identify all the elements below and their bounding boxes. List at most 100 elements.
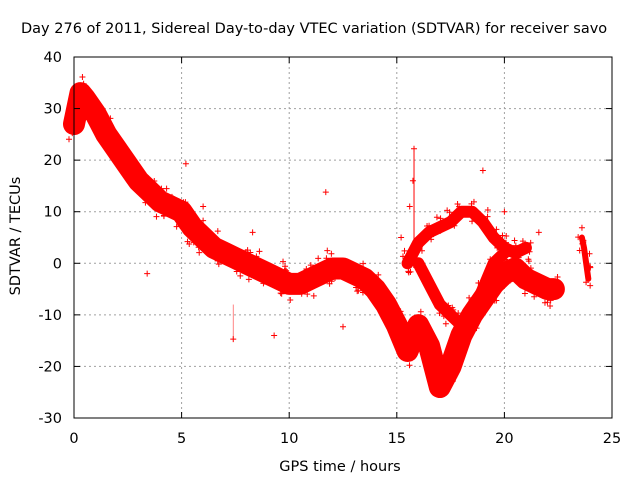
data-point xyxy=(449,378,456,385)
data-point xyxy=(359,289,366,296)
data-point xyxy=(433,214,440,221)
x-tick-label: 10 xyxy=(280,431,298,447)
data-point xyxy=(462,329,469,336)
data-point xyxy=(462,311,469,318)
data-point xyxy=(423,332,430,339)
data-point xyxy=(80,80,87,87)
data-point xyxy=(102,120,109,127)
data-point xyxy=(123,163,130,170)
data-point xyxy=(304,291,311,298)
data-point xyxy=(428,236,435,243)
data-point xyxy=(186,241,193,248)
data-point xyxy=(401,247,408,254)
data-point xyxy=(397,308,404,315)
data-point xyxy=(219,258,226,265)
data-point xyxy=(484,299,491,306)
data-point xyxy=(190,230,197,237)
data-point xyxy=(578,224,585,231)
data-point xyxy=(409,355,416,362)
data-point xyxy=(536,290,543,297)
data-point xyxy=(527,265,534,272)
x-tick-label: 20 xyxy=(495,431,513,447)
data-point xyxy=(136,172,143,179)
data-point xyxy=(435,304,442,311)
data-point xyxy=(454,212,461,219)
axis-ticks: 0 5 10 15 20 25 -30 -20 -10 0 10 20 30 40 xyxy=(38,50,621,447)
chart-title: Day 276 of 2011, Sidereal Day-to-day VTE… xyxy=(21,21,607,37)
data-point xyxy=(432,295,439,302)
data-point xyxy=(401,334,408,341)
data-point xyxy=(266,268,273,275)
data-point xyxy=(554,273,561,280)
data-point xyxy=(436,310,443,317)
data-point xyxy=(103,131,110,138)
x-tick-label: 0 xyxy=(69,431,78,447)
x-tick-label: 5 xyxy=(177,431,186,447)
data-point xyxy=(287,296,294,303)
data-point xyxy=(430,231,437,238)
data-point xyxy=(225,246,232,253)
data-point xyxy=(243,262,250,269)
data-point xyxy=(107,115,114,122)
data-point xyxy=(158,185,165,192)
data-point xyxy=(511,237,518,244)
data-point xyxy=(473,311,480,318)
data-point xyxy=(339,265,346,272)
data-point xyxy=(512,242,519,249)
outlier-point xyxy=(535,229,542,236)
data-point xyxy=(133,173,140,180)
data-point xyxy=(173,223,180,230)
data-point xyxy=(465,314,472,321)
data-point xyxy=(149,201,156,208)
data-point xyxy=(282,263,289,270)
data-point xyxy=(215,261,222,268)
data-point xyxy=(386,293,393,300)
data-point xyxy=(493,297,500,304)
data-point xyxy=(384,299,391,306)
data-point xyxy=(156,201,163,208)
data-point xyxy=(207,251,214,258)
data-point xyxy=(293,287,300,294)
data-point xyxy=(446,215,453,222)
data-point xyxy=(533,273,540,280)
data-point xyxy=(279,282,286,289)
data-point xyxy=(521,290,528,297)
data-point xyxy=(319,269,326,276)
data-point xyxy=(98,123,105,130)
data-point xyxy=(484,207,491,214)
data-point xyxy=(262,261,269,268)
outlier-point xyxy=(249,229,256,236)
outlier-point xyxy=(144,270,151,277)
data-point xyxy=(195,244,202,251)
data-point xyxy=(338,262,345,269)
data-point xyxy=(358,266,365,273)
y-tick-label: 10 xyxy=(44,205,62,221)
data-point xyxy=(303,266,310,273)
data-point xyxy=(95,104,102,111)
data-point xyxy=(328,250,335,257)
data-points xyxy=(63,74,594,399)
grid-lines xyxy=(74,57,612,418)
data-point xyxy=(387,313,394,320)
data-point xyxy=(126,162,133,169)
outlier-point xyxy=(200,203,207,210)
data-point xyxy=(142,184,149,191)
data-point xyxy=(472,299,479,306)
data-point xyxy=(481,225,488,232)
data-point xyxy=(454,200,461,207)
data-point xyxy=(487,270,494,277)
data-point xyxy=(418,247,425,254)
data-point xyxy=(85,109,92,116)
data-point xyxy=(547,297,554,304)
data-point xyxy=(350,270,357,277)
data-point xyxy=(91,103,98,110)
data-point xyxy=(135,184,142,191)
data-point xyxy=(493,239,500,246)
data-point xyxy=(470,210,477,217)
data-point xyxy=(376,288,383,295)
data-point xyxy=(391,337,398,344)
data-point xyxy=(451,373,458,380)
data-point xyxy=(500,251,507,258)
data-point xyxy=(182,199,189,206)
